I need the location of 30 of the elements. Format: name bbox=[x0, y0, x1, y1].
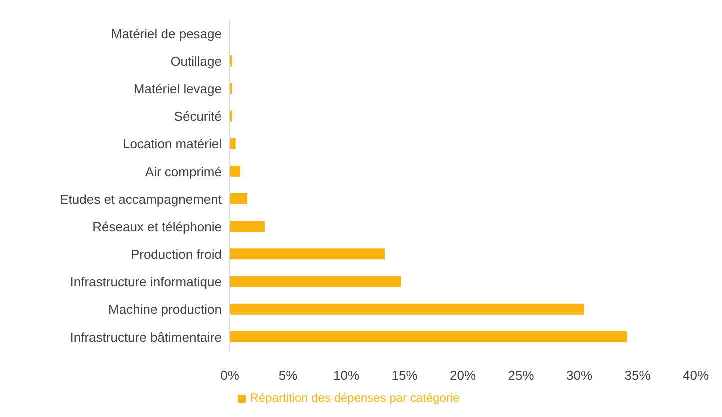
x-tick-label: 5% bbox=[278, 368, 298, 384]
y-tick-label: Machine production bbox=[108, 302, 222, 318]
x-tick-label: 30% bbox=[566, 368, 593, 384]
x-tick-label: 25% bbox=[508, 368, 535, 384]
y-tick-label: Air comprimé bbox=[145, 164, 222, 180]
y-tick-label: Réseaux et téléphonie bbox=[92, 219, 222, 234]
x-tick-label: 10% bbox=[333, 368, 360, 384]
y-tick-label: Sécurité bbox=[174, 109, 222, 124]
x-tick-label: 20% bbox=[450, 368, 476, 384]
y-tick-label: Matériel levage bbox=[134, 82, 222, 97]
bar bbox=[230, 276, 402, 288]
bar bbox=[230, 248, 385, 260]
x-tick-label: 0% bbox=[220, 368, 240, 384]
bar bbox=[230, 331, 628, 342]
y-tick-label: Production froid bbox=[130, 247, 222, 262]
y-tick-label: Location matériel bbox=[123, 136, 222, 152]
y-tick-label: Matériel de pesage bbox=[111, 26, 222, 42]
x-tick-label: 15% bbox=[392, 368, 418, 384]
bar bbox=[230, 166, 240, 177]
bar bbox=[230, 304, 584, 315]
y-tick-label: Infrastructure bâtimentaire bbox=[70, 330, 222, 345]
legend-label: Répartition des dépenses par catégorie bbox=[250, 391, 460, 405]
x-tick-label: 40% bbox=[682, 368, 710, 384]
bar bbox=[230, 194, 248, 204]
y-tick-label: Etudes et accampagnement bbox=[60, 192, 222, 207]
y-tick-label: Outillage bbox=[170, 54, 222, 69]
y-tick-label: Infrastructure informatique bbox=[70, 274, 222, 290]
bar bbox=[230, 138, 236, 150]
x-tick-label: 35% bbox=[624, 368, 652, 384]
bar bbox=[230, 221, 265, 232]
